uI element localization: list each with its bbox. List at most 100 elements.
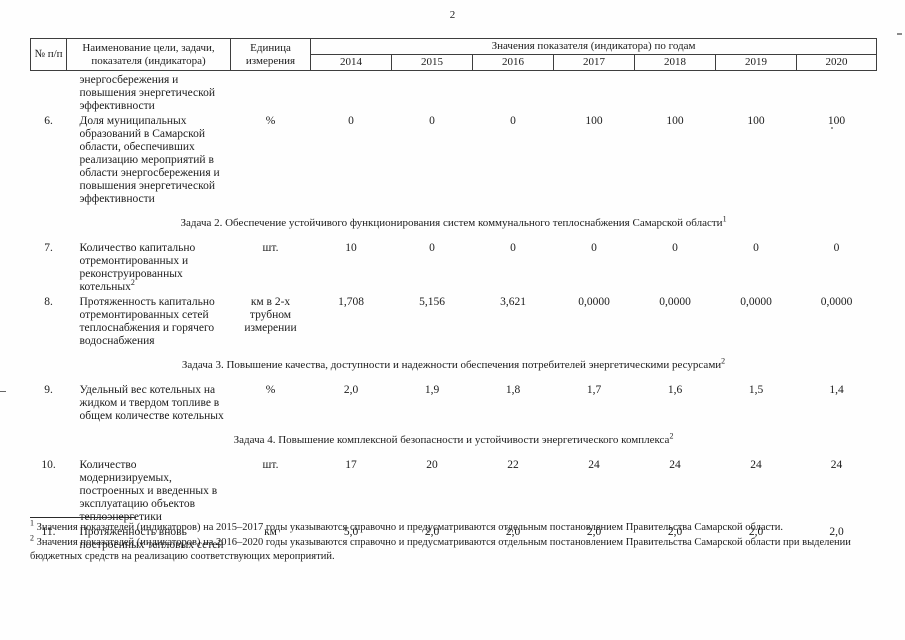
indicator-name: Удельный вес котельных на жидком и тверд… <box>79 384 224 422</box>
year-value: 22 <box>507 459 519 471</box>
row-number: 11. <box>41 526 56 538</box>
year-value <box>716 71 797 114</box>
indicator-row: 8. Протяженность капитально отремонтирова… <box>31 294 877 348</box>
header-row-top: № п/п Наименование цели, задачи, показат… <box>30 38 878 71</box>
year-value: 2,0 <box>505 526 521 538</box>
row-number <box>31 71 67 114</box>
year-value: 0 <box>510 115 516 127</box>
year-value <box>311 71 392 114</box>
year-value: 1,6 <box>667 384 683 396</box>
unit-of-measure: % <box>265 384 276 396</box>
year-header: 2019 <box>715 54 797 71</box>
indicator-name: Доля муниципальных образований в Самарск… <box>79 115 220 205</box>
indicators-table-wrapper: № п/п Наименование цели, задачи, показат… <box>30 38 878 552</box>
year-header: 2014 <box>310 54 392 71</box>
section-footnote-marker: 2 <box>721 356 726 366</box>
column-header-name: Наименование цели, задачи, показателя (и… <box>66 38 231 71</box>
indicator-row: 6. Доля муниципальных образований в Самар… <box>31 113 877 206</box>
year-value: 1,9 <box>424 384 440 396</box>
section-footnote-marker: 1 <box>722 214 727 224</box>
indicator-name: энергосбережения и повышения энергетичес… <box>79 74 215 112</box>
footnote-2-marker: 2 <box>30 533 34 542</box>
scan-artifact <box>897 33 902 35</box>
year-value: 2,0 <box>343 384 359 396</box>
footnote-separator <box>30 517 136 518</box>
year-value: 0,0000 <box>659 296 691 308</box>
year-value: 100 <box>827 115 846 127</box>
column-header-unit: Единица измерения <box>230 38 311 71</box>
page-number: 2 <box>449 9 456 21</box>
column-header-num: № п/п <box>30 38 67 71</box>
year-value <box>554 71 635 114</box>
year-value: 1,5 <box>748 384 764 396</box>
year-value: 100 <box>585 115 603 127</box>
row-number: 7. <box>44 242 53 254</box>
year-value: 0 <box>348 115 354 127</box>
section-heading-row: Задача 2. Обеспечение устойчивого функци… <box>31 206 877 240</box>
year-value <box>392 71 473 114</box>
unit-of-measure: шт. <box>262 242 279 254</box>
year-value: 0 <box>429 115 435 127</box>
indicator-row: 9. Удельный вес котельных на жидком и тве… <box>31 382 877 423</box>
unit-of-measure: км <box>264 526 277 538</box>
indicator-footnote-marker: 2 <box>130 278 135 288</box>
year-value: 0 <box>833 242 840 254</box>
year-value: 2,0 <box>586 526 602 538</box>
table-header: № п/п Наименование цели, задачи, показат… <box>30 38 878 71</box>
indicator-row: 7. Количество капитально отремонтированны… <box>31 240 877 294</box>
row-number: 6. <box>44 115 53 127</box>
year-header: 2018 <box>634 54 716 71</box>
section-footnote-marker: 2 <box>669 431 674 441</box>
section-heading: Задача 2. Обеспечение устойчивого функци… <box>180 214 727 229</box>
year-value: 24 <box>588 459 600 471</box>
year-value: 24 <box>830 459 843 471</box>
scan-artifact <box>0 391 6 392</box>
year-value: 0 <box>753 242 759 254</box>
row-number: 9. <box>44 384 53 396</box>
year-value: 1,708 <box>338 296 364 308</box>
year-value: 2,0 <box>667 526 683 538</box>
indicator-name: Количество капитально отремонтированных … <box>79 242 196 293</box>
unit-of-measure: % <box>265 115 276 127</box>
footnote-1-marker: 1 <box>30 518 34 528</box>
year-value: 1,4 <box>829 384 844 396</box>
year-header: 2015 <box>391 54 473 71</box>
year-value: 5,0 <box>343 526 359 538</box>
footnote-1-text: Значения показателей (индикаторов) на 20… <box>34 522 783 533</box>
year-header: 2016 <box>472 54 554 71</box>
indicators-table: № п/п Наименование цели, задачи, показат… <box>30 38 878 552</box>
year-value: 1,7 <box>586 384 602 396</box>
year-value: 100 <box>747 115 765 127</box>
year-value: 3,621 <box>500 296 526 308</box>
indicator-row: 10. Количество модернизируемых, построенн… <box>31 457 877 524</box>
year-value: 2,0 <box>424 526 440 538</box>
row-number: 10. <box>41 459 56 471</box>
year-header-row: 2014 2015 2016 2017 2018 2019 2020 <box>31 54 878 71</box>
year-value <box>797 71 877 114</box>
year-value: 1,8 <box>505 384 521 396</box>
column-header-years-group: Значения показателя (индикатора) по года… <box>309 38 878 55</box>
year-header: 2020 <box>795 54 878 71</box>
year-value: 0,0000 <box>740 296 772 308</box>
year-value: 2,0 <box>829 526 844 538</box>
unit-of-measure: км в 2-х трубном измерении <box>244 296 297 334</box>
section-heading-row: Задача 4. Повышение комплексной безопасн… <box>31 423 877 457</box>
year-value: 0 <box>591 242 597 254</box>
year-value: 0 <box>429 242 435 254</box>
year-value: 2,0 <box>748 526 764 538</box>
year-header: 2017 <box>553 54 635 71</box>
year-value <box>635 71 716 114</box>
footnote-1: 1 Значения показателей (индикаторов) на … <box>30 518 892 536</box>
scan-artifact <box>831 127 833 129</box>
year-value: 0,0000 <box>578 296 610 308</box>
year-value: 0 <box>672 242 678 254</box>
year-value: 0 <box>510 242 516 254</box>
year-value: 17 <box>345 459 357 471</box>
year-value: 24 <box>669 459 681 471</box>
indicator-name: Протяженность вновь построенных тепловых… <box>79 526 224 551</box>
year-value: 5,156 <box>419 296 445 308</box>
year-value: 24 <box>750 459 762 471</box>
year-value: 0,0000 <box>820 296 853 308</box>
indicator-row: 11. Протяженность вновь построенных тепло… <box>31 524 877 552</box>
